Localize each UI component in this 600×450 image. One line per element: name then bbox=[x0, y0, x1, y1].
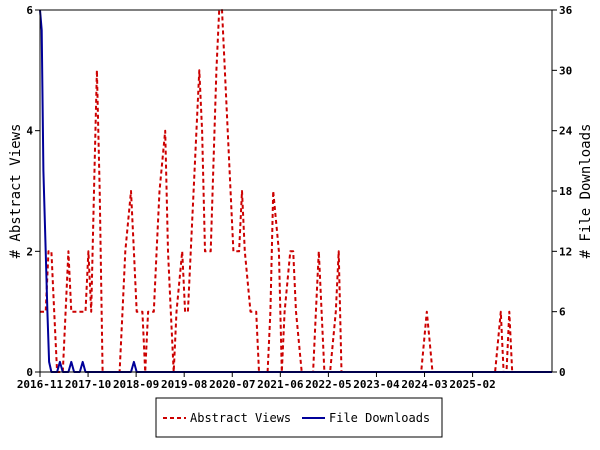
left-axis-tick-label: 4 bbox=[26, 125, 33, 138]
right-axis-tick-label: 24 bbox=[559, 125, 573, 138]
legend-box bbox=[155, 397, 443, 438]
x-axis-tick-label: 2023-04 bbox=[353, 378, 400, 391]
x-axis-ticks: 2016-11 2017-10 2018-09 2019-08 2020-07 2021-… bbox=[17, 372, 496, 391]
left-axis-ticks: 0 2 4 6 bbox=[26, 4, 40, 379]
legend-label-file-downloads: File Downloads bbox=[329, 411, 430, 425]
left-axis-tick-label: 2 bbox=[26, 245, 33, 258]
right-axis-tick-label: 6 bbox=[559, 306, 566, 319]
series-line-abstract-views bbox=[40, 9, 552, 373]
right-axis-tick-label: 30 bbox=[559, 64, 572, 77]
right-axis-tick-label: 18 bbox=[559, 185, 572, 198]
x-axis-tick-label: 2021-06 bbox=[257, 378, 304, 391]
x-axis-tick-label: 2016-11 bbox=[17, 378, 64, 391]
x-axis-tick-label: 2020-07 bbox=[209, 378, 255, 391]
right-axis-tick-label: 12 bbox=[559, 245, 572, 258]
left-axis-title: # Abstract Views bbox=[8, 124, 24, 259]
x-axis-tick-label: 2018-09 bbox=[113, 378, 159, 391]
right-axis-tick-label: 36 bbox=[559, 4, 573, 17]
x-axis-tick-label: 2025-02 bbox=[449, 378, 495, 391]
right-axis-title: # File Downloads bbox=[578, 124, 594, 259]
x-axis-tick-label: 2017-10 bbox=[65, 378, 111, 391]
left-axis-tick-label: 6 bbox=[26, 4, 33, 17]
right-axis-tick-label: 0 bbox=[559, 366, 566, 379]
right-axis-ticks: 0 6 12 18 24 30 36 bbox=[552, 4, 573, 379]
plot-background bbox=[40, 10, 552, 372]
x-axis-tick-label: 2024-03 bbox=[401, 378, 447, 391]
x-axis-tick-label: 2019-08 bbox=[161, 378, 207, 391]
legend: Abstract Views File Downloads bbox=[155, 397, 443, 438]
legend-label-abstract-views: Abstract Views bbox=[190, 411, 291, 425]
x-axis-tick-label: 2022-05 bbox=[305, 378, 351, 391]
left-axis-tick-label: 0 bbox=[26, 366, 33, 379]
